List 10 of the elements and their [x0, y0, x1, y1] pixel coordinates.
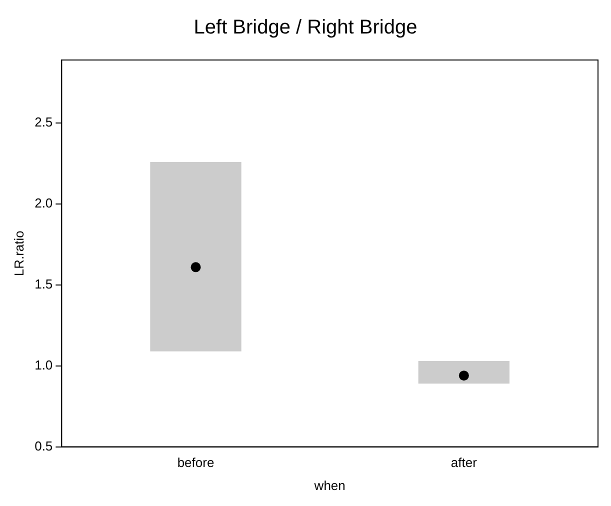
y-tick-label: 2.5 [34, 114, 53, 130]
y-tick-label: 2.0 [34, 196, 53, 211]
y-tick-label: 1.0 [34, 357, 53, 372]
y-tick-label: 1.5 [34, 276, 53, 292]
x-tick-label: after [450, 455, 478, 470]
chart-title: Left Bridge / Right Bridge [194, 16, 418, 39]
y-tick-label: 0.5 [34, 438, 53, 454]
y-axis-title: LR.ratio [11, 230, 26, 276]
x-tick-label: before [177, 455, 214, 470]
x-axis-title: when [313, 478, 346, 493]
